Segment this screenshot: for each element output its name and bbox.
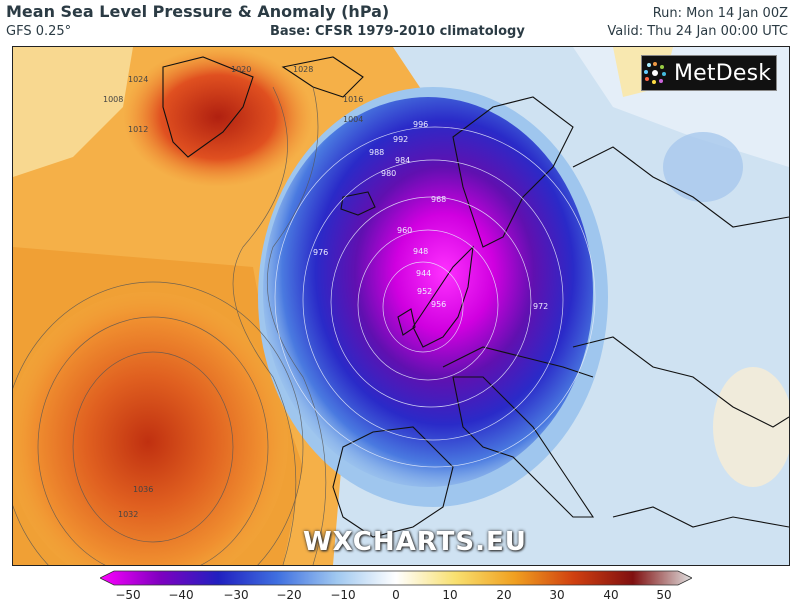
colorbar-tick: 10 xyxy=(442,588,458,602)
metdesk-logo-icon xyxy=(644,62,666,84)
colorbar-tick: 40 xyxy=(603,588,619,602)
colorbar-tick: −50 xyxy=(115,588,141,602)
model-label: GFS 0.25° xyxy=(6,24,72,39)
isobar-label: 996 xyxy=(413,120,428,129)
isobar-label: 976 xyxy=(313,248,328,257)
colorbar-tick: −20 xyxy=(276,588,302,602)
colorbar-tick: 0 xyxy=(392,588,400,602)
base-climatology-label: Base: CFSR 1979-2010 climatology xyxy=(270,24,525,39)
map-title: Mean Sea Level Pressure & Anomaly (hPa) xyxy=(6,2,390,21)
isobar-label: 1012 xyxy=(128,125,148,134)
isobar-label: 944 xyxy=(416,269,431,278)
anomaly-colorbar: −50 −40 −30 −20 −10 0 10 20 30 40 50 xyxy=(99,570,693,610)
colorbar-tick: 20 xyxy=(496,588,512,602)
isobar-label: 1024 xyxy=(128,75,148,84)
colorbar-tick: −30 xyxy=(223,588,249,602)
isobar-label: 980 xyxy=(381,169,396,178)
colorbar-tick: 30 xyxy=(549,588,565,602)
isobar-label: 992 xyxy=(393,135,408,144)
isobar-label: 1036 xyxy=(133,485,153,494)
colorbar-tick: −10 xyxy=(330,588,356,602)
isobar-label: 952 xyxy=(417,287,432,296)
isobar-label: 984 xyxy=(395,156,410,165)
isobar-label: 968 xyxy=(431,195,446,204)
isobar-label: 1032 xyxy=(118,510,138,519)
colorbar-tick: 50 xyxy=(656,588,672,602)
isobar-label: 1016 xyxy=(343,95,363,104)
isobar-label: 960 xyxy=(397,226,412,235)
run-time-label: Run: Mon 14 Jan 00Z xyxy=(652,6,788,21)
isobar-label: 948 xyxy=(413,247,428,256)
isobar-label: 972 xyxy=(533,302,548,311)
isobar-label: 956 xyxy=(431,300,446,309)
colorbar-tick: −40 xyxy=(168,588,194,602)
isobar-label: 1004 xyxy=(343,115,363,124)
isobar-label: 1020 xyxy=(231,65,251,74)
isobar-label: 1008 xyxy=(103,95,123,104)
isobar-label: 988 xyxy=(369,148,384,157)
metdesk-logo-text: MetDesk xyxy=(674,60,772,86)
metdesk-logo: MetDesk xyxy=(641,55,777,91)
isobar-label: 1028 xyxy=(293,65,313,74)
wxcharts-watermark: WXCHARTS.EU xyxy=(303,527,527,557)
pressure-anomaly-map: 1024 1020 1016 1028 1012 1008 1004 996 9… xyxy=(12,46,790,566)
valid-time-label: Valid: Thu 24 Jan 00:00 UTC xyxy=(607,24,788,39)
